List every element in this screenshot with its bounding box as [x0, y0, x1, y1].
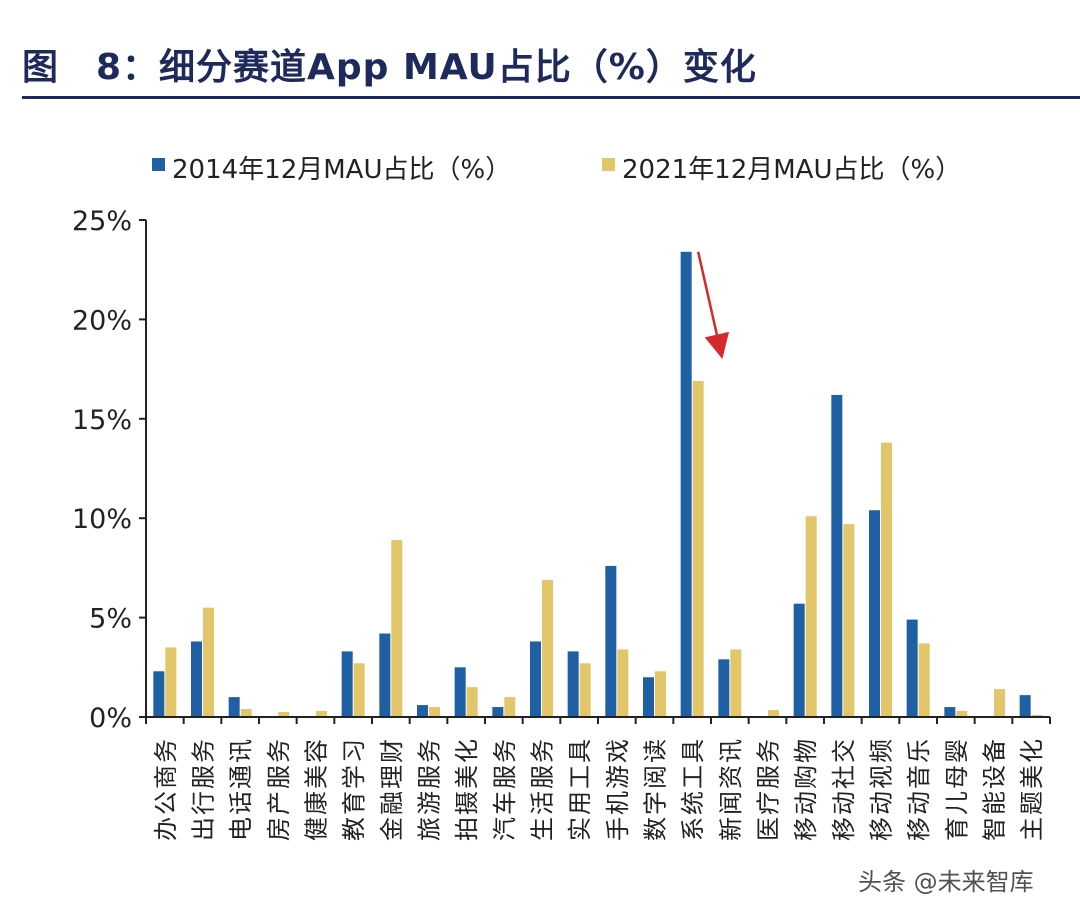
x-tick-label: 育儿母婴: [943, 737, 971, 841]
chart-annotations: [696, 251, 730, 359]
bar-2014-2: [228, 697, 240, 717]
y-tick-label: 15%: [72, 405, 132, 436]
bar-2021-2: [240, 709, 252, 717]
x-tick-label: 系统工具: [679, 737, 707, 841]
x-tick-label: 健康美容: [303, 737, 331, 841]
bar-2021-22: [994, 689, 1005, 717]
bar-2014-23: [1019, 695, 1031, 717]
bar-2014-5: [341, 651, 353, 717]
x-tick-label: 智能设备: [981, 737, 1009, 841]
x-tick-label: 办公商务: [152, 737, 180, 841]
bar-2021-17: [805, 516, 817, 717]
bar-2014-20: [906, 619, 918, 717]
x-tick-label: 拍摄美化: [453, 737, 481, 841]
bar-2021-13: [655, 671, 666, 717]
legend-2021-label: 2021年12月MAU占比（%）: [622, 155, 961, 185]
bar-2014-14: [680, 251, 692, 718]
decline-arrow: [696, 251, 730, 359]
x-tick-label: 移动音乐: [905, 737, 933, 841]
bar-2014-0: [153, 671, 165, 717]
bar-2014-8: [454, 667, 466, 717]
bar-2021-9: [504, 697, 516, 717]
bar-2014-6: [379, 633, 391, 717]
x-tick-label: 新闻资讯: [717, 737, 745, 841]
bar-2014-18: [831, 394, 843, 717]
bar-2021-19: [881, 442, 892, 717]
x-tick-label: 移动社交: [830, 737, 858, 841]
bar-2014-17: [793, 603, 805, 717]
y-axis: 0% 5% 10% 15% 20% 25%: [72, 206, 147, 734]
x-tick-label: 医疗服务: [755, 737, 783, 841]
y-tick-label: 25%: [72, 206, 132, 237]
bar-2021-16: [768, 710, 779, 717]
bar-2021-6: [391, 540, 403, 717]
x-tick-label: 教育学习: [340, 737, 368, 841]
x-tick-label: 实用工具: [566, 737, 594, 841]
bar-2021-11: [579, 663, 591, 717]
bar-2021-3: [278, 712, 290, 717]
bar-2021-0: [165, 647, 177, 717]
bar-2014-7: [417, 705, 428, 717]
x-tick-label: 电话通讯: [227, 737, 255, 841]
bar-2021-18: [843, 524, 855, 717]
x-tick-label: 旅游服务: [416, 737, 444, 841]
bar-2014-19: [869, 510, 880, 717]
page-title: 图 8：细分赛道App MAU占比（%）变化: [22, 47, 757, 88]
y-tick-label: 20%: [72, 305, 132, 336]
legend-2014-label: 2014年12月MAU占比（%）: [172, 155, 511, 185]
bar-2021-15: [730, 649, 742, 717]
x-tick-label: 数字阅读: [642, 737, 670, 841]
x-tick-label: 汽车服务: [491, 737, 519, 841]
bar-2021-1: [203, 607, 214, 717]
bar-2014-11: [567, 651, 579, 717]
title-divider: [22, 96, 1080, 99]
bar-2021-14: [692, 381, 704, 717]
x-axis: 办公商务 出行服务 电话通讯 房产服务 健康美容 教育学习 金融理财 旅游服务 拍摄美化 汽车服务…: [145, 716, 1051, 841]
legend-2014-swatch: [152, 158, 165, 171]
legend-2021-swatch: [602, 158, 615, 171]
x-tick-label: 手机游戏: [604, 737, 632, 841]
bar-2021-10: [542, 579, 553, 717]
chart-legend: 2014年12月MAU占比（%） 2021年12月MAU占比（%）: [152, 155, 961, 185]
x-tick-label: 移动视频: [868, 737, 896, 841]
bar-2021-20: [918, 643, 930, 717]
bar-2021-21: [956, 711, 968, 717]
x-tick-label: 金融理财: [378, 737, 406, 841]
bar-series: [153, 251, 1043, 718]
x-tick-label: 移动购物: [792, 737, 820, 841]
x-tick-label: 主题美化: [1018, 737, 1046, 841]
bar-2014-9: [492, 707, 504, 717]
bar-2014-13: [643, 677, 654, 717]
bar-2021-5: [353, 663, 365, 717]
bar-2014-10: [530, 641, 541, 717]
bar-2021-7: [429, 707, 440, 717]
bar-2014-1: [191, 641, 202, 717]
x-tick-label: 生活服务: [529, 737, 557, 841]
bar-2021-12: [617, 649, 629, 717]
bar-2014-15: [718, 659, 730, 717]
y-tick-label: 10%: [72, 504, 132, 535]
x-tick-label: 房产服务: [265, 737, 293, 841]
y-tick-label: 5%: [89, 604, 132, 635]
bar-2021-8: [466, 687, 478, 717]
x-tick-label: 出行服务: [190, 737, 218, 841]
bar-2014-21: [944, 707, 956, 717]
bar-2021-4: [316, 711, 327, 717]
bar-2014-12: [605, 565, 617, 717]
watermark: 头条 @未来智库: [858, 868, 1034, 896]
y-tick-label: 0%: [89, 703, 132, 734]
